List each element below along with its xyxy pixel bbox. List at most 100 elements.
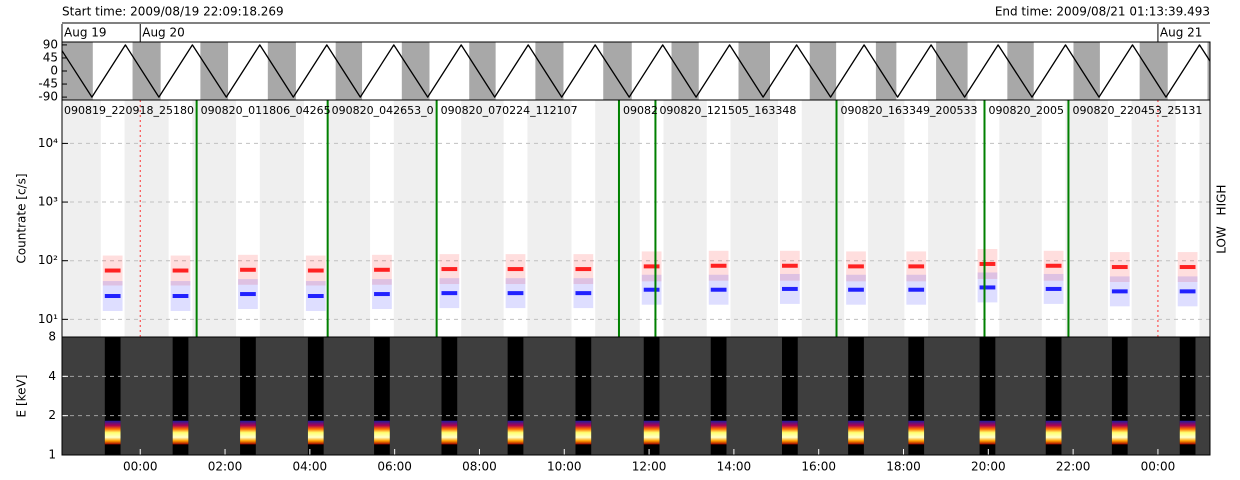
day-label: Aug 19 (64, 26, 107, 40)
rate-point (575, 267, 592, 272)
day-band (563, 42, 604, 100)
y-axis-label: Countrate [c/s] (15, 173, 29, 263)
spectrum-band (643, 420, 660, 445)
y-tick-label: 4 (48, 369, 56, 383)
day-band (1167, 42, 1208, 100)
x-tick-label: 22:00 (1056, 460, 1091, 474)
day-band (896, 42, 937, 100)
rate-point (1111, 265, 1128, 270)
observation-band (1107, 100, 1132, 337)
background (62, 337, 1210, 455)
spectrum-band (979, 420, 996, 445)
rate-point (848, 264, 864, 269)
rate-point (104, 268, 121, 273)
y-tick-label: 90 (43, 37, 58, 51)
observation-band (236, 100, 260, 337)
file-label: 090820_042653_0 (332, 104, 434, 117)
rate-point (1111, 289, 1128, 294)
day-band (1099, 42, 1140, 100)
x-tick-label: 14:00 (717, 460, 752, 474)
observation-band (639, 100, 664, 337)
rate-point (710, 263, 727, 268)
rate-point (307, 294, 324, 299)
y-tick-label: 1 (48, 448, 56, 462)
rate-point (172, 294, 189, 299)
day-band (698, 42, 739, 100)
y-tick-label: 8 (48, 330, 56, 344)
y-tick-label: 45 (43, 50, 58, 64)
spectrum-band (507, 420, 524, 445)
spectrum-band (1179, 420, 1196, 445)
x-tick-label: 18:00 (886, 460, 921, 474)
day-band (769, 42, 810, 100)
spectrum-band (374, 420, 390, 445)
spectrum-band (441, 420, 458, 445)
observation-band (706, 100, 731, 337)
x-tick-label: 20:00 (971, 460, 1006, 474)
spectrum-band (104, 420, 121, 445)
file-label: 090820_011806_04265 (201, 104, 331, 117)
rate-point (507, 267, 524, 272)
file-label: 090820_2005 (988, 104, 1064, 117)
observation-band (303, 100, 328, 337)
rate-point (507, 291, 524, 296)
day-band (362, 42, 402, 100)
observation-band (975, 100, 1000, 337)
rate-point (172, 268, 189, 273)
rate-point (441, 291, 458, 296)
orbit-line (61, 44, 1211, 98)
y-tick-label: 10⁴ (38, 136, 58, 150)
day-band (92, 42, 133, 100)
file-label: 090820_070224_112107 (441, 104, 578, 117)
observation-band (1041, 100, 1066, 337)
file-label: 09082 (623, 104, 658, 117)
observation-band (168, 100, 193, 337)
file-label: 090820_163349_200533 (841, 104, 978, 117)
x-tick-label: 00:00 (123, 460, 158, 474)
y-tick-label: 10³ (38, 195, 58, 209)
x-tick-label: 16:00 (801, 460, 836, 474)
observation-band (1175, 100, 1200, 337)
file-label: 090820_220453_25131 (1072, 104, 1202, 117)
day-label: Aug 20 (142, 26, 185, 40)
y-tick-label: 2 (48, 408, 56, 422)
rate-point (307, 268, 324, 273)
x-tick-label: 00:00 (1141, 460, 1176, 474)
background (62, 100, 1210, 337)
x-tick-label: 10:00 (547, 460, 582, 474)
rate-point (908, 287, 925, 292)
legend-high: HIGH (1215, 185, 1229, 216)
observation-band (370, 100, 394, 337)
rate-point (441, 267, 458, 272)
spectrum-band (781, 420, 798, 445)
file-label: 090820_121505_163348 (659, 104, 796, 117)
day-label: Aug 21 (1160, 26, 1203, 40)
rate-point (1179, 289, 1196, 294)
day-band (836, 42, 876, 100)
rate-point (374, 292, 390, 297)
spectrum-band (240, 420, 256, 445)
rate-point (908, 264, 925, 269)
day-band (1033, 42, 1074, 100)
rate-point (1179, 265, 1196, 270)
spectrum-band (710, 420, 727, 445)
rate-point (710, 287, 727, 292)
rate-point (781, 286, 798, 291)
observation-band (503, 100, 528, 337)
rate-point (1045, 263, 1062, 268)
rate-point (240, 267, 256, 272)
rate-point (781, 263, 798, 268)
rate-point (374, 267, 390, 272)
observation-band (844, 100, 868, 337)
file-label: 090819_220918_25180 (64, 104, 194, 117)
day-band (967, 42, 1008, 100)
rate-point (979, 285, 996, 290)
y-axis-label: E [keV] (15, 375, 29, 418)
day-band (295, 42, 336, 100)
x-tick-label: 06:00 (377, 460, 412, 474)
observation-band (100, 100, 125, 337)
spectrum-band (575, 420, 592, 445)
y-tick-label: -45 (38, 77, 58, 91)
